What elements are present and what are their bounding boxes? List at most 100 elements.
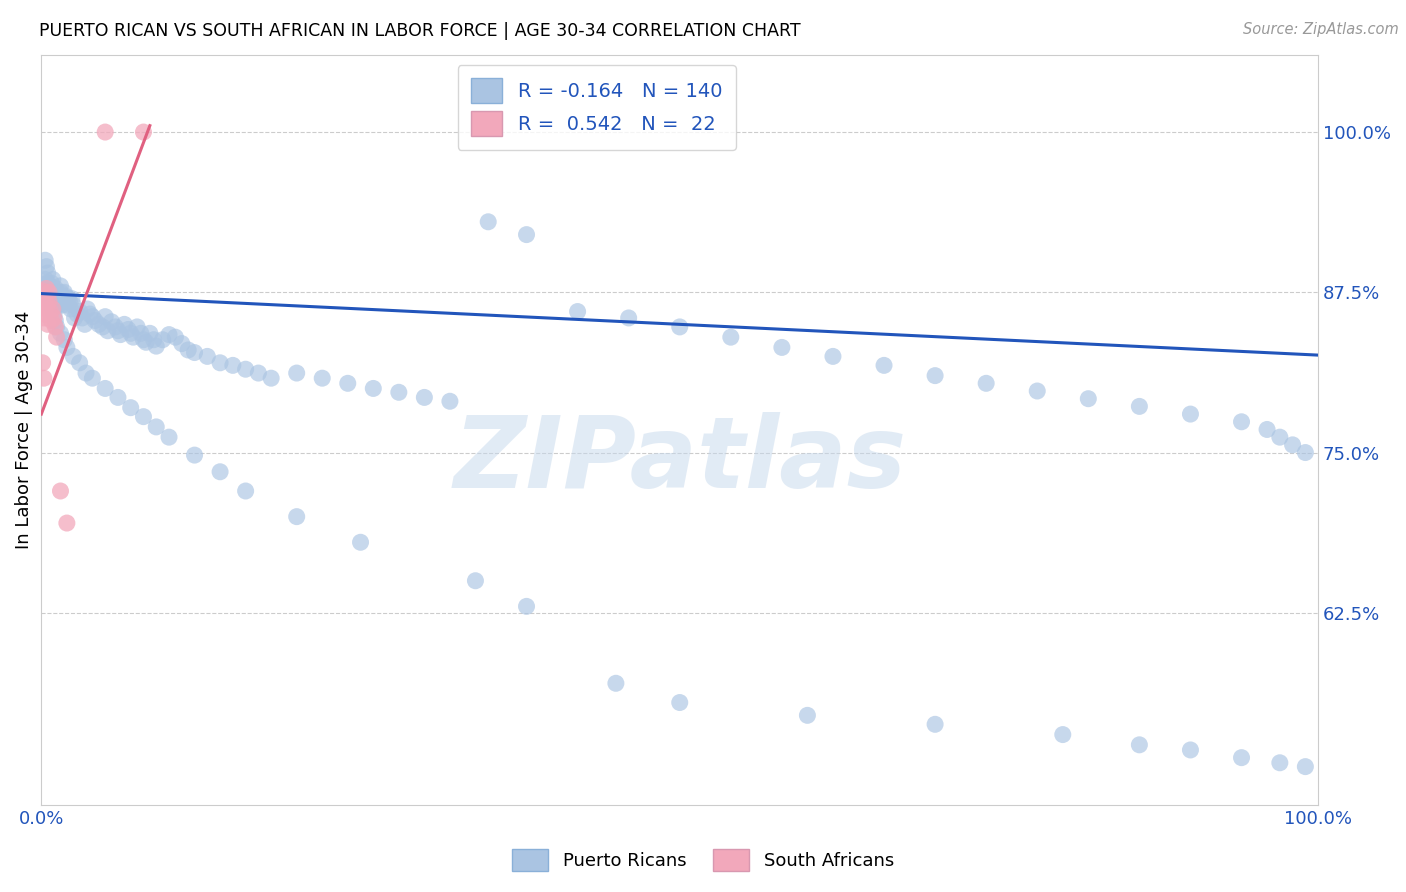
Point: [1268, 756, 1291, 770]
Point: [46, 298, 69, 312]
Point: [45, 319, 67, 334]
Point: [94, 381, 117, 395]
Point: [66, 307, 89, 321]
Y-axis label: In Labor Force | Age 30-34: In Labor Force | Age 30-34: [15, 311, 32, 549]
Point: [209, 465, 232, 479]
Point: [260, 371, 283, 385]
Point: [37, 318, 59, 332]
Point: [796, 708, 818, 723]
Point: [235, 362, 257, 376]
Point: [1052, 728, 1074, 742]
Point: [46, 292, 69, 306]
Point: [617, 310, 640, 325]
Point: [117, 322, 139, 336]
Point: [60, 292, 83, 306]
Point: [222, 359, 245, 373]
Point: [209, 356, 232, 370]
Point: [49, 279, 72, 293]
Point: [132, 125, 155, 139]
Point: [44, 289, 66, 303]
Point: [157, 430, 180, 444]
Point: [56, 292, 79, 306]
Point: [127, 319, 149, 334]
Point: [132, 409, 155, 424]
Point: [183, 345, 205, 359]
Point: [100, 315, 122, 329]
Point: [195, 350, 218, 364]
Point: [41, 277, 63, 291]
Point: [56, 340, 79, 354]
Point: [75, 366, 97, 380]
Point: [41, 295, 63, 310]
Point: [63, 310, 86, 325]
Point: [388, 385, 411, 400]
Point: [38, 285, 60, 300]
Point: [285, 509, 308, 524]
Point: [82, 310, 104, 324]
Point: [924, 717, 946, 731]
Point: [97, 324, 120, 338]
Point: [515, 227, 537, 242]
Point: [44, 313, 66, 327]
Point: [515, 599, 537, 614]
Point: [31, 284, 53, 298]
Point: [770, 340, 793, 354]
Point: [1180, 407, 1202, 421]
Point: [56, 298, 79, 312]
Point: [247, 366, 270, 380]
Point: [42, 310, 65, 325]
Point: [38, 281, 60, 295]
Point: [31, 356, 53, 370]
Point: [34, 253, 56, 268]
Point: [49, 326, 72, 341]
Point: [873, 359, 896, 373]
Point: [720, 330, 742, 344]
Point: [48, 294, 70, 309]
Point: [464, 574, 486, 588]
Point: [45, 285, 67, 300]
Point: [924, 368, 946, 383]
Point: [37, 281, 59, 295]
Point: [37, 277, 59, 291]
Point: [44, 319, 66, 334]
Point: [821, 350, 844, 364]
Point: [62, 350, 84, 364]
Point: [45, 330, 67, 344]
Point: [56, 516, 79, 530]
Point: [152, 333, 174, 347]
Point: [135, 335, 157, 350]
Point: [58, 294, 80, 309]
Point: [34, 307, 56, 321]
Point: [76, 301, 98, 316]
Point: [53, 333, 76, 347]
Text: Source: ZipAtlas.com: Source: ZipAtlas.com: [1243, 22, 1399, 37]
Point: [349, 535, 371, 549]
Point: [32, 310, 55, 325]
Point: [70, 310, 93, 325]
Point: [974, 376, 997, 391]
Point: [477, 215, 499, 229]
Point: [129, 326, 152, 341]
Point: [122, 330, 145, 344]
Point: [1180, 743, 1202, 757]
Point: [79, 307, 101, 321]
Point: [1230, 750, 1253, 764]
Point: [38, 285, 60, 300]
Point: [59, 301, 82, 316]
Point: [1077, 392, 1099, 406]
Point: [439, 394, 461, 409]
Point: [1230, 415, 1253, 429]
Point: [82, 371, 104, 385]
Point: [52, 292, 75, 306]
Point: [37, 266, 59, 280]
Point: [39, 285, 62, 300]
Point: [107, 324, 129, 338]
Point: [37, 298, 59, 312]
Point: [567, 304, 589, 318]
Point: [35, 277, 58, 291]
Point: [51, 289, 73, 303]
Point: [668, 696, 690, 710]
Point: [165, 330, 187, 344]
Point: [1128, 400, 1150, 414]
Point: [73, 318, 96, 332]
